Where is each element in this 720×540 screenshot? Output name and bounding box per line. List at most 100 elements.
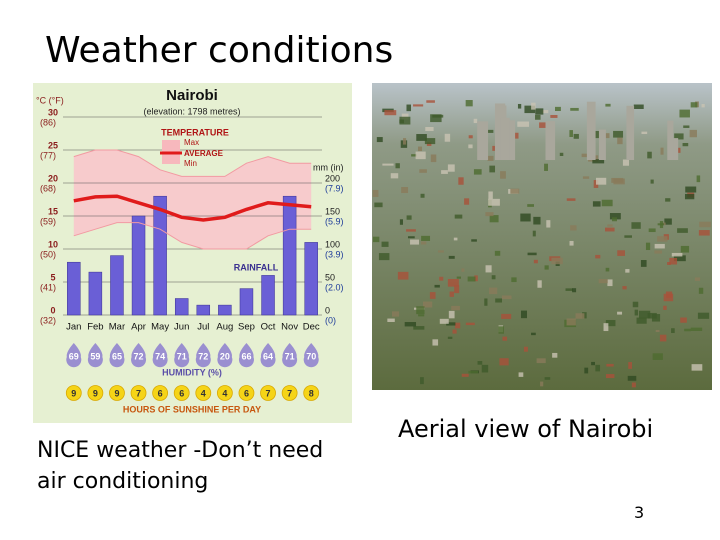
- photo-texture: [683, 125, 690, 128]
- photo-texture: [565, 288, 573, 291]
- photo-texture: [680, 245, 690, 253]
- photo-texture: [685, 186, 697, 193]
- rainfall-bar: [239, 288, 254, 316]
- photo-building: [598, 129, 606, 160]
- photo-texture: [395, 163, 400, 169]
- photo-texture: [451, 305, 460, 311]
- photo-texture: [420, 377, 424, 385]
- photo-texture: [595, 254, 601, 259]
- photo-detail: [372, 100, 711, 388]
- photo-texture: [696, 175, 701, 183]
- photo-texture: [467, 276, 476, 282]
- photo-texture: [609, 213, 621, 220]
- photo-texture: [540, 381, 544, 387]
- chart-subtitle: (elevation: 1798 metres): [143, 106, 240, 116]
- humidity-value: 64: [263, 351, 273, 361]
- photo-texture: [605, 320, 616, 327]
- y-tick-label-alt: (32): [40, 315, 56, 325]
- photo-texture: [474, 275, 478, 282]
- photo-texture: [611, 177, 624, 183]
- y2-tick-label: 150: [325, 206, 340, 216]
- x-tick-label: Sep: [238, 322, 255, 333]
- photo-texture: [468, 135, 473, 139]
- humidity-drop: [303, 343, 319, 368]
- photo-texture: [491, 275, 496, 280]
- rainfall-bar: [196, 304, 211, 316]
- slide-title: Weather conditions: [45, 30, 394, 71]
- sunshine-dot: [216, 385, 233, 401]
- photo-texture: [603, 323, 609, 332]
- y-tick-label: 5: [50, 272, 55, 282]
- photo-texture: [633, 104, 644, 109]
- photo-texture: [420, 241, 427, 245]
- sunshine-value: 8: [309, 388, 314, 398]
- photo-texture: [465, 322, 475, 326]
- photo-texture: [517, 121, 530, 127]
- photo-texture: [465, 100, 473, 107]
- x-tick-label: May: [151, 322, 169, 333]
- humidity-value: 70: [306, 351, 316, 361]
- photo-texture: [399, 116, 411, 125]
- photo-building: [508, 120, 516, 160]
- humidity-drop: [131, 343, 147, 368]
- photo-texture: [605, 267, 610, 272]
- photo-texture: [665, 198, 671, 202]
- photo-texture: [640, 260, 647, 267]
- photo-texture: [591, 361, 595, 366]
- photo-texture: [550, 114, 558, 118]
- humidity-drop: [87, 343, 103, 368]
- photo-texture: [593, 180, 599, 188]
- photo-texture: [429, 292, 436, 299]
- photo-texture: [376, 137, 383, 143]
- rainfall-bar: [261, 275, 275, 316]
- photo-texture: [517, 103, 522, 109]
- photo-texture: [631, 382, 636, 388]
- photo-texture: [611, 217, 617, 222]
- photo-texture: [473, 118, 478, 124]
- photo-texture: [434, 284, 440, 288]
- humidity-drop: [238, 343, 254, 368]
- photo-texture: [690, 102, 698, 108]
- humidity-drop: [195, 343, 211, 368]
- photo-texture: [484, 298, 488, 306]
- photo-texture: [638, 310, 651, 319]
- photo-texture: [654, 243, 665, 249]
- photo-texture: [641, 131, 648, 135]
- photo-texture: [627, 375, 637, 381]
- photo-texture: [499, 358, 509, 366]
- photo-texture: [524, 105, 536, 114]
- humidity-value: 59: [90, 351, 100, 361]
- photo-texture: [372, 189, 379, 197]
- photo-texture: [647, 151, 652, 159]
- photo-texture: [559, 152, 564, 156]
- photo-texture: [439, 276, 444, 281]
- photo-texture: [424, 138, 436, 145]
- photo-texture: [415, 151, 426, 160]
- temperature-line: [73, 222, 312, 250]
- photo-texture: [447, 336, 453, 339]
- photo-texture: [413, 104, 424, 107]
- y2-tick-label-alt: (3.9): [325, 249, 344, 259]
- photo-texture: [584, 367, 589, 374]
- sunshine-dot: [281, 385, 298, 401]
- photo-texture: [489, 215, 499, 223]
- humidity-label: HUMIDITY (%): [162, 367, 222, 377]
- photo-texture: [426, 142, 432, 146]
- x-tick-label: Mar: [109, 322, 125, 333]
- photo-texture: [444, 133, 451, 142]
- sunshine-dot: [109, 385, 125, 401]
- photo-texture: [410, 239, 420, 245]
- humidity-drop: [66, 343, 82, 368]
- photo-building: [545, 121, 556, 160]
- photo-texture: [417, 146, 423, 152]
- rainfall-bar: [282, 195, 297, 316]
- photo-texture: [523, 346, 528, 352]
- photo-texture: [391, 311, 400, 317]
- sunshine-value: 4: [201, 388, 206, 398]
- humidity-value: 74: [155, 351, 165, 361]
- photo-texture: [691, 364, 703, 371]
- y-tick-label-alt: (86): [40, 117, 56, 127]
- y-tick-label-alt: (68): [40, 183, 56, 193]
- photo-texture: [601, 199, 613, 207]
- humidity-value: 72: [134, 351, 144, 361]
